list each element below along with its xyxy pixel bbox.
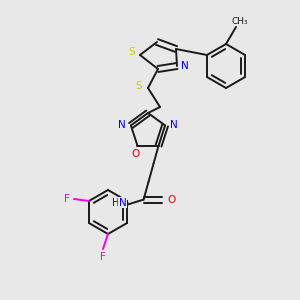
Text: N: N xyxy=(170,120,178,130)
Text: CH₃: CH₃ xyxy=(232,16,248,26)
Text: H: H xyxy=(112,198,119,208)
Text: O: O xyxy=(167,195,176,205)
Text: N: N xyxy=(181,61,189,71)
Text: F: F xyxy=(100,252,106,262)
Text: N: N xyxy=(118,120,126,130)
Text: N: N xyxy=(119,198,127,208)
Text: F: F xyxy=(64,194,70,204)
Text: S: S xyxy=(136,81,142,91)
Text: O: O xyxy=(131,148,140,159)
Text: S: S xyxy=(129,47,135,57)
